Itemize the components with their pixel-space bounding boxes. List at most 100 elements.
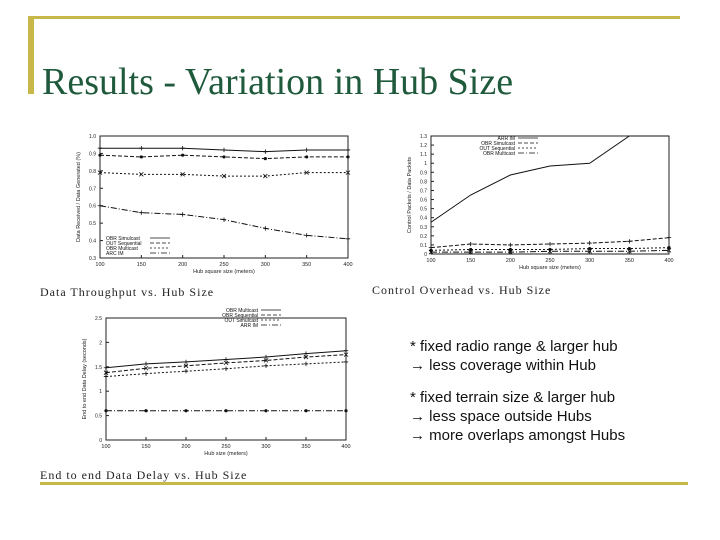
data-point [143,361,149,367]
data-point [223,366,229,371]
y-tick-label: 2 [99,340,102,346]
note-1: * fixed terrain size & larger hub → less … [410,388,710,445]
plot-frame [105,317,347,441]
data-point [180,212,185,217]
y-tick-label: 0.5 [89,221,96,227]
x-tick-label: 250 [219,262,228,268]
data-point [345,170,351,175]
x-axis-label: Hub square size (meters) [193,269,255,275]
y-axis-label: End to end Data Delay (seconds) [82,338,88,419]
y-tick-label: 0.7 [420,188,427,194]
x-tick-label: 150 [466,258,475,264]
data-point [263,363,269,369]
y-tick-label: 0.9 [89,151,96,157]
y-tick-label: 2.5 [95,316,102,322]
y-tick-label: 0 [99,438,102,444]
data-point [144,409,148,413]
x-tick-label: 150 [141,444,150,450]
data-point [468,249,473,255]
x-tick-label: 400 [341,444,350,450]
y-tick-label: 1 [424,161,427,167]
y-tick-label: 0.9 [420,170,427,176]
x-tick-label: 250 [221,444,230,450]
decorative-vertical-bar [28,16,34,94]
legend-label: OBR Multicast [106,246,139,252]
data-point [263,226,268,231]
data-point [667,246,671,250]
data-point [139,155,143,159]
note-0: * fixed radio range & larger hub → less c… [410,337,710,375]
x-tick-label: 100 [101,444,110,450]
data-point [184,409,188,413]
data-point [428,249,434,255]
y-tick-label: 1.3 [420,134,427,140]
legend-label: OBR Multicast [483,151,516,157]
data-point [303,361,309,367]
y-tick-label: 1.1 [420,152,427,158]
legend-label: OBR Multicast [226,308,259,314]
y-tick-label: 0.5 [420,207,427,213]
data-point [343,359,349,365]
data-point [627,239,632,244]
data-point [305,155,309,159]
x-tick-label: 100 [95,262,104,268]
data-point [139,210,144,215]
data-point [103,365,109,370]
y-tick-label: 0.6 [89,204,96,210]
data-point [587,248,592,254]
data-point [343,348,349,353]
data-point [666,248,672,253]
y-tick-label: 1.0 [89,134,96,140]
data-point [143,365,149,371]
decorative-top-line [28,16,680,19]
data-point [343,352,349,357]
x-tick-label: 350 [301,444,310,450]
y-tick-label: 0.8 [89,169,96,175]
data-point [468,241,473,247]
legend-label: OBR Sequential [222,313,258,319]
x-tick-label: 150 [137,262,146,268]
data-point [263,173,268,179]
y-tick-label: 0.8 [420,179,427,185]
data-point [303,354,309,360]
y-tick-label: 1.5 [95,365,102,371]
data-point [344,409,348,413]
data-point [223,357,229,362]
data-point [508,249,513,255]
data-point [264,409,268,413]
x-tick-label: 350 [302,262,311,268]
x-tick-label: 200 [178,262,187,268]
data-point [183,363,189,369]
notes-block: * fixed radio range & larger hub → less c… [410,337,710,458]
data-point [224,409,228,413]
legend-label: ARC IM [106,251,124,257]
x-axis-label: Hub square size (meters) [519,265,581,271]
y-tick-label: 0.5 [95,414,102,420]
y-tick-label: 0.2 [420,234,427,240]
y-tick-label: 0.4 [89,239,96,245]
data-point [97,203,103,208]
plot-frame [430,135,670,255]
y-tick-label: 1 [99,389,102,395]
data-point [304,409,308,413]
legend-label: OUT Simulcast [224,318,258,324]
y-tick-label: 0.4 [420,216,427,222]
data-point [304,170,309,175]
overhead-chart: 1.3 1.2 1.1 1 0.9 0.8 0.7 0.6 0.5 0.4 0.3 0.2 0.1 010… [407,134,674,271]
data-point [104,409,108,413]
legend-label: ARR IM [498,136,516,142]
data-point [587,240,592,246]
data-point [263,149,268,154]
y-axis-label: Control Packets / Data Packets [407,157,413,233]
series-line [99,205,349,240]
data-point [98,153,102,157]
x-tick-label: 300 [585,258,594,264]
data-point [143,371,149,376]
data-point [627,248,632,254]
data-point [221,217,227,222]
y-axis-label: Data Received / Data Generated (%) [76,152,82,242]
legend-label: OUT Sequential [480,146,515,152]
y-tick-label: 0.7 [89,186,96,192]
x-tick-label: 300 [261,444,270,450]
data-point [588,246,592,251]
